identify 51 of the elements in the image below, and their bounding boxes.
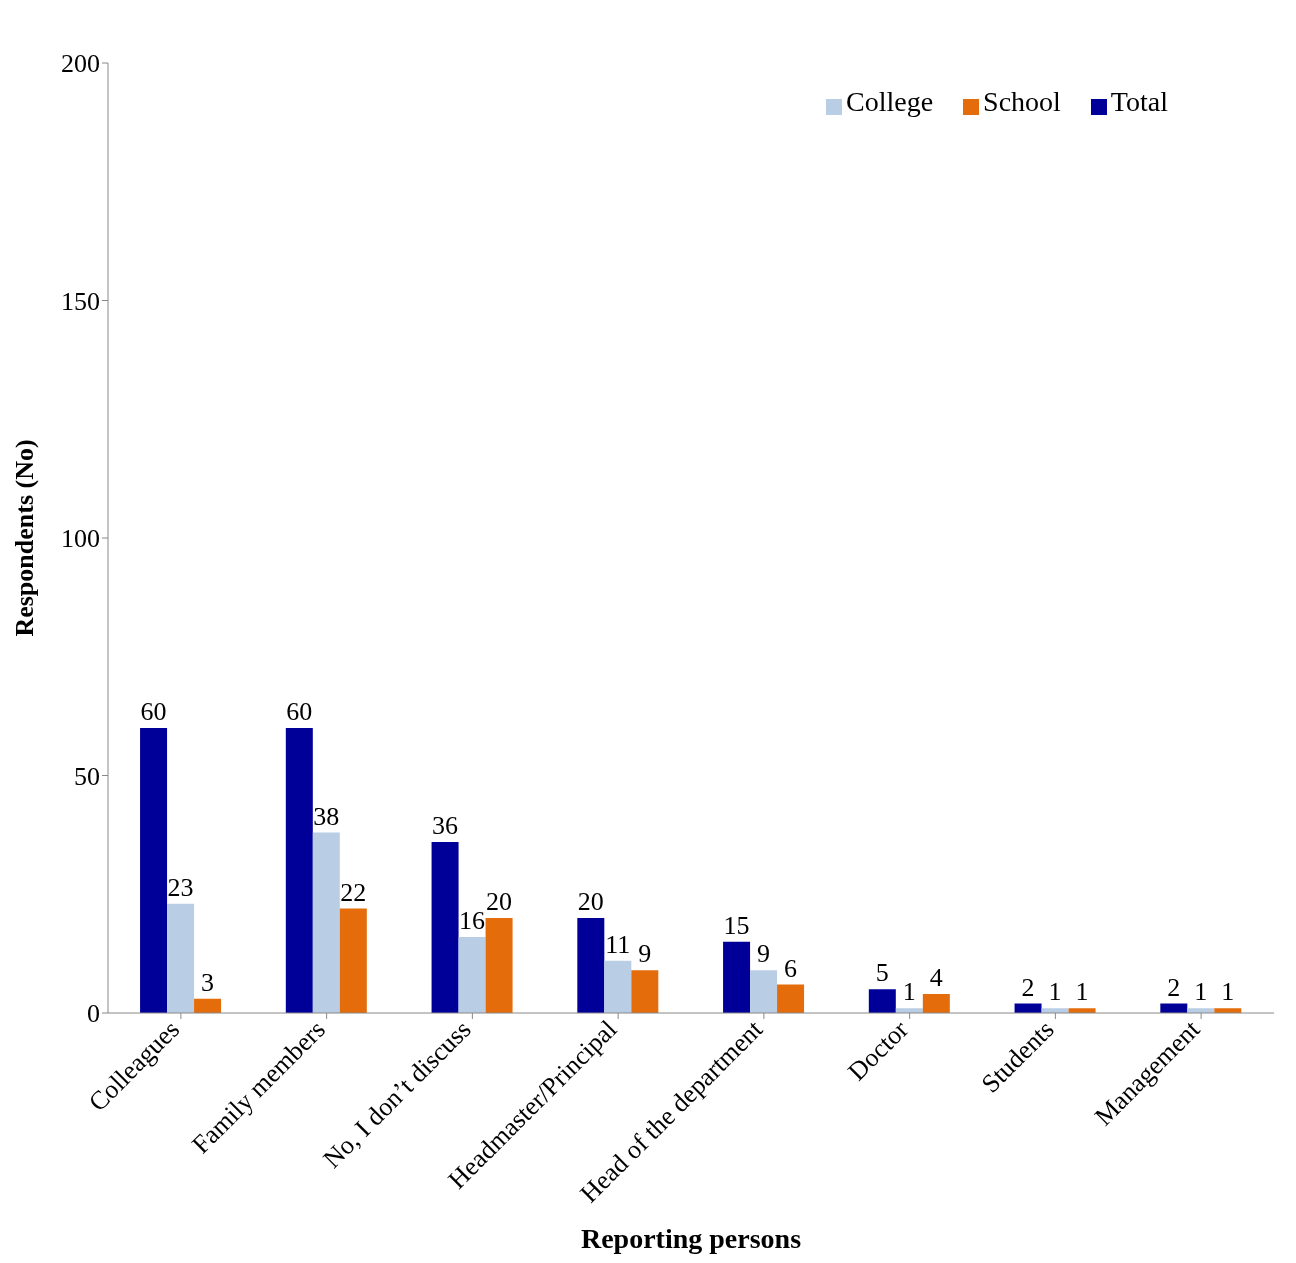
bar bbox=[631, 970, 659, 1013]
data-label: 6 bbox=[784, 953, 798, 983]
data-label: 1 bbox=[902, 977, 916, 1007]
bar bbox=[604, 960, 632, 1013]
bar bbox=[285, 728, 313, 1013]
data-label: 23 bbox=[167, 872, 194, 902]
x-axis-title: Reporting persons bbox=[580, 1223, 802, 1254]
bar bbox=[194, 998, 222, 1013]
data-label: 9 bbox=[757, 939, 771, 969]
data-label: 1 bbox=[1075, 977, 1089, 1007]
data-label: 22 bbox=[340, 877, 367, 907]
bar bbox=[868, 989, 896, 1013]
data-label: 3 bbox=[201, 967, 215, 997]
bar bbox=[777, 984, 805, 1013]
data-label: 9 bbox=[638, 939, 652, 969]
bar bbox=[577, 918, 605, 1013]
data-label: 1 bbox=[1048, 977, 1062, 1007]
data-label: 20 bbox=[577, 887, 604, 916]
y-tick-label: 100 bbox=[61, 524, 100, 554]
bar bbox=[750, 970, 778, 1013]
bar bbox=[167, 903, 195, 1013]
legend-label: School bbox=[983, 86, 1061, 117]
bar bbox=[431, 842, 459, 1013]
data-label: 15 bbox=[723, 910, 750, 940]
bar bbox=[922, 994, 950, 1013]
data-label: 36 bbox=[432, 811, 459, 840]
y-tick-label: 150 bbox=[61, 286, 100, 316]
data-label: 1 bbox=[1221, 977, 1235, 1007]
data-label: 11 bbox=[605, 929, 631, 959]
bar bbox=[723, 941, 751, 1013]
bar bbox=[339, 908, 367, 1013]
data-label: 1 bbox=[1194, 977, 1208, 1007]
bar bbox=[140, 728, 168, 1013]
data-label: 5 bbox=[875, 958, 889, 988]
data-label: 38 bbox=[313, 801, 340, 831]
data-label: 2 bbox=[1167, 972, 1181, 1002]
y-tick-label: 50 bbox=[74, 761, 100, 791]
bar bbox=[485, 918, 513, 1013]
bar bbox=[312, 832, 340, 1013]
data-label: 2 bbox=[1021, 972, 1035, 1002]
bar bbox=[458, 937, 486, 1013]
data-label: 60 bbox=[140, 697, 167, 726]
y-tick-label: 0 bbox=[87, 999, 100, 1029]
y-axis-title: Respondents (No) bbox=[10, 439, 40, 637]
data-label: 16 bbox=[459, 906, 486, 935]
data-label: 60 bbox=[286, 697, 313, 726]
y-tick-label: 200 bbox=[61, 49, 100, 79]
legend-label: Total bbox=[1110, 86, 1168, 117]
data-label: 20 bbox=[486, 887, 513, 916]
legend-label: College bbox=[845, 86, 934, 117]
data-label: 4 bbox=[929, 963, 943, 992]
